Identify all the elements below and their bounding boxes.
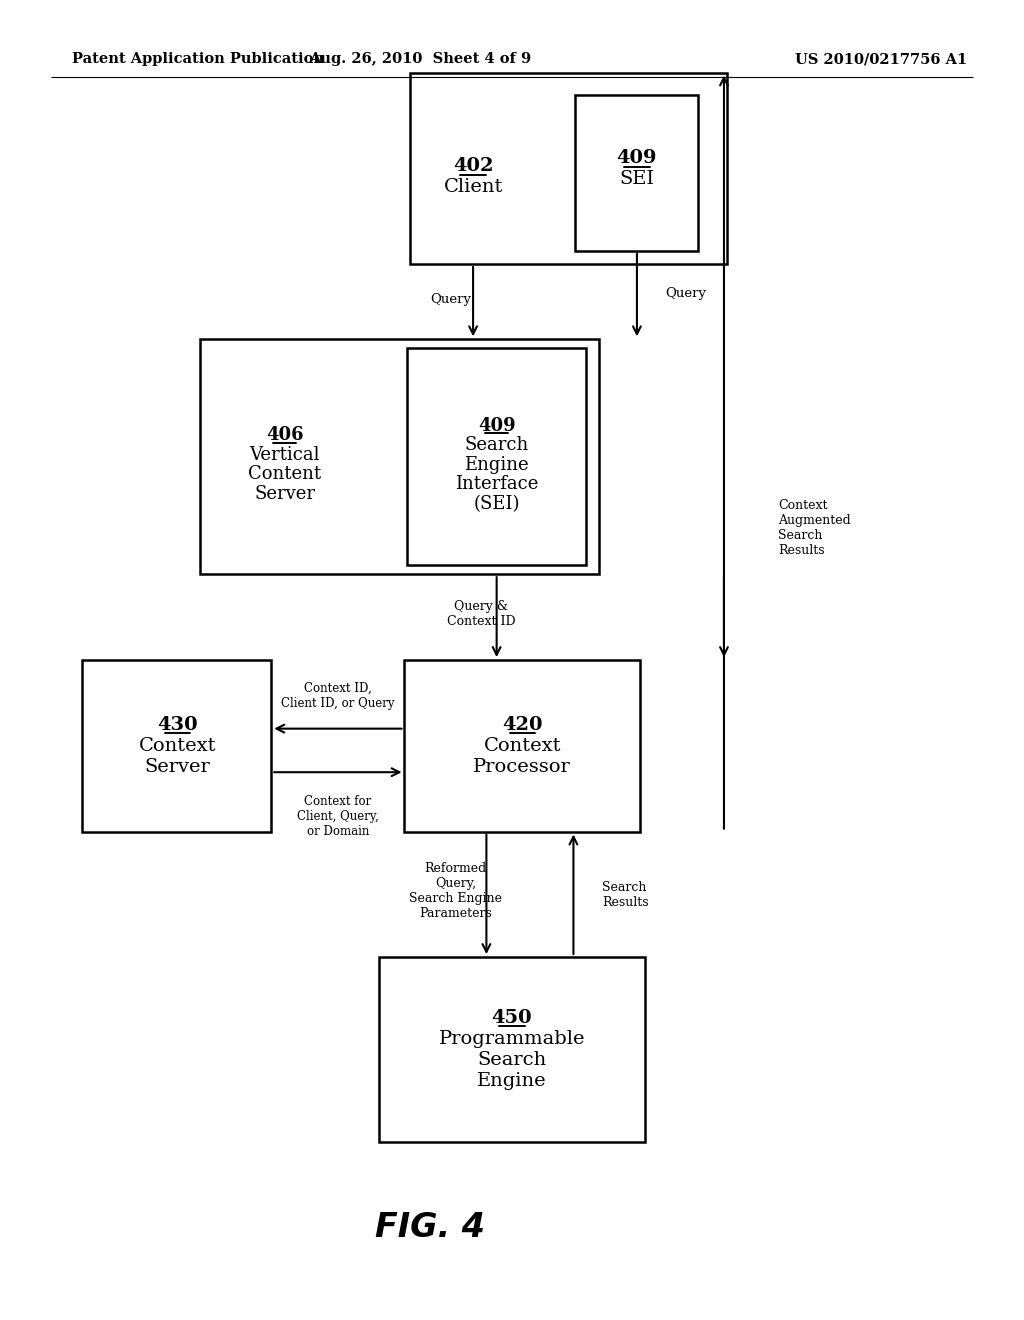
Text: Context: Context [138, 737, 216, 755]
Text: Context
Augmented
Search
Results: Context Augmented Search Results [778, 499, 851, 557]
Bar [410, 73, 727, 264]
Text: Server: Server [254, 484, 315, 503]
Text: Client: Client [443, 178, 503, 197]
Text: 409: 409 [478, 417, 515, 434]
Bar [575, 95, 698, 251]
Text: US 2010/0217756 A1: US 2010/0217756 A1 [795, 53, 967, 66]
Bar [404, 660, 640, 832]
Text: 420: 420 [502, 715, 543, 734]
Text: Engine: Engine [464, 455, 529, 474]
Text: Search: Search [477, 1051, 547, 1069]
Bar [379, 957, 645, 1142]
Text: 430: 430 [157, 715, 198, 734]
Bar [200, 339, 599, 574]
Text: Context ID,
Client ID, or Query: Context ID, Client ID, or Query [282, 682, 394, 710]
Text: Query &
Context ID: Query & Context ID [446, 599, 516, 628]
Text: 409: 409 [616, 149, 657, 168]
Text: 402: 402 [453, 157, 494, 176]
Text: Server: Server [144, 758, 210, 776]
Text: Context: Context [483, 737, 561, 755]
Text: (SEI): (SEI) [473, 495, 520, 512]
Text: 450: 450 [492, 1008, 532, 1027]
Text: Patent Application Publication: Patent Application Publication [72, 53, 324, 66]
Text: Vertical: Vertical [250, 446, 319, 463]
Text: Query: Query [430, 293, 471, 306]
Text: Content: Content [248, 466, 322, 483]
Text: Context for
Client, Query,
or Domain: Context for Client, Query, or Domain [297, 795, 379, 838]
Text: Interface: Interface [455, 475, 539, 494]
Text: FIG. 4: FIG. 4 [375, 1212, 485, 1243]
Text: Query: Query [666, 286, 707, 300]
Text: Engine: Engine [477, 1072, 547, 1090]
Text: SEI: SEI [620, 170, 654, 189]
Text: Processor: Processor [473, 758, 571, 776]
Text: 406: 406 [266, 426, 303, 445]
Bar [407, 348, 586, 565]
Text: Search: Search [465, 436, 528, 454]
Text: Aug. 26, 2010  Sheet 4 of 9: Aug. 26, 2010 Sheet 4 of 9 [309, 53, 530, 66]
Text: Programmable: Programmable [438, 1030, 586, 1048]
Text: Search
Results: Search Results [602, 880, 649, 909]
Bar [82, 660, 271, 832]
Text: Reformed
Query,
Search Engine
Parameters: Reformed Query, Search Engine Parameters [410, 862, 502, 920]
